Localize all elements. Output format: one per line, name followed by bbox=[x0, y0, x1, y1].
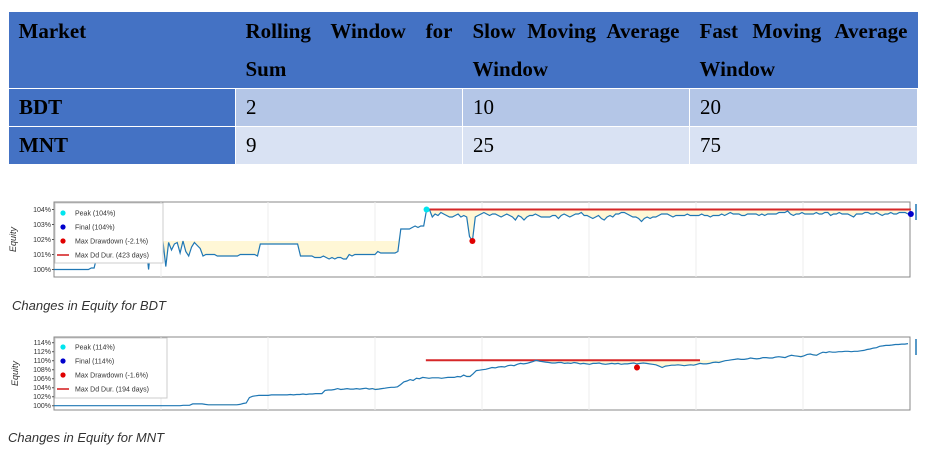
legend-entry: Peak (104%) bbox=[75, 211, 115, 218]
legend-final-icon bbox=[60, 224, 66, 230]
y-tick-label: 112% bbox=[34, 349, 51, 356]
y-tick-label: 100% bbox=[33, 267, 51, 274]
cell-slow: 10 bbox=[462, 88, 690, 127]
header-rolling-window: Rolling Window for Sum bbox=[235, 12, 463, 89]
legend-box bbox=[54, 337, 168, 399]
y-tick-label: 110% bbox=[34, 358, 51, 365]
cell-fast: 20 bbox=[689, 88, 918, 127]
final-marker bbox=[907, 211, 914, 217]
legend-entry: Peak (114%) bbox=[75, 345, 115, 352]
cell-slow: 25 bbox=[462, 126, 690, 165]
y-axis-label: Equity bbox=[10, 360, 20, 386]
y-tick-label: 102% bbox=[33, 394, 51, 401]
y-tick-label: 103% bbox=[33, 222, 51, 229]
y-tick-label: 106% bbox=[33, 376, 51, 383]
legend-final-icon bbox=[60, 358, 66, 364]
header-slow-ma-window: Slow Moving Average Window bbox=[462, 12, 690, 89]
table-row: MNT 9 25 75 bbox=[8, 126, 918, 165]
legend-entry: Max Drawdown (-1.6%) bbox=[75, 373, 148, 380]
parameters-table: Market Rolling Window for Sum Slow Movin… bbox=[8, 12, 918, 165]
cell-market: BDT bbox=[8, 88, 236, 127]
equity-chart-mnt: 114% 112% 110% 108% 106% 104% 102% 100% Equity Pe… bbox=[10, 336, 917, 411]
table-row: BDT 2 10 20 bbox=[8, 88, 918, 127]
peak-marker bbox=[423, 206, 430, 213]
y-tick-label: 108% bbox=[33, 367, 51, 374]
legend-peak-icon bbox=[60, 210, 66, 216]
y-tick-label: 104% bbox=[33, 207, 51, 214]
cell-fast: 75 bbox=[689, 126, 918, 165]
header-market: Market bbox=[8, 12, 236, 89]
table-header-row: Market Rolling Window for Sum Slow Movin… bbox=[8, 12, 918, 89]
max-drawdown-marker bbox=[633, 364, 640, 371]
caption-mnt: Changes in Equity for MNT bbox=[8, 430, 165, 445]
equity-line bbox=[54, 208, 909, 271]
y-tick-label: 101% bbox=[33, 252, 51, 259]
y-tick-label: 100% bbox=[33, 403, 51, 410]
equity-chart-bdt: 104% 103% 102% 101% 100% Equity Peak (104%) Fin… bbox=[8, 201, 917, 278]
cell-rolling: 2 bbox=[235, 88, 463, 127]
legend-entry: Final (114%) bbox=[75, 359, 114, 366]
legend-peak-icon bbox=[60, 344, 66, 350]
legend-entry: Max Dd Dur. (423 days) bbox=[75, 253, 149, 260]
y-axis-label: Equity bbox=[8, 226, 18, 252]
legend-drawdown-icon bbox=[60, 372, 66, 378]
max-drawdown-marker bbox=[469, 238, 476, 244]
y-tick-label: 104% bbox=[33, 385, 51, 392]
caption-bdt: Changes in Equity for BDT bbox=[12, 298, 166, 313]
cell-rolling: 9 bbox=[235, 126, 463, 165]
legend-entry: Max Drawdown (-2.1%) bbox=[75, 239, 148, 246]
legend-box bbox=[54, 202, 164, 264]
legend-entry: Final (104%) bbox=[75, 225, 115, 232]
y-tick-label: 114% bbox=[34, 340, 51, 347]
cell-market: MNT bbox=[8, 126, 236, 165]
legend-entry: Max Dd Dur. (194 days) bbox=[75, 387, 149, 394]
equity-line bbox=[54, 343, 909, 407]
y-tick-label: 102% bbox=[33, 237, 51, 244]
header-fast-ma-window: Fast Moving Average Window bbox=[689, 12, 918, 89]
legend-drawdown-icon bbox=[60, 238, 66, 244]
